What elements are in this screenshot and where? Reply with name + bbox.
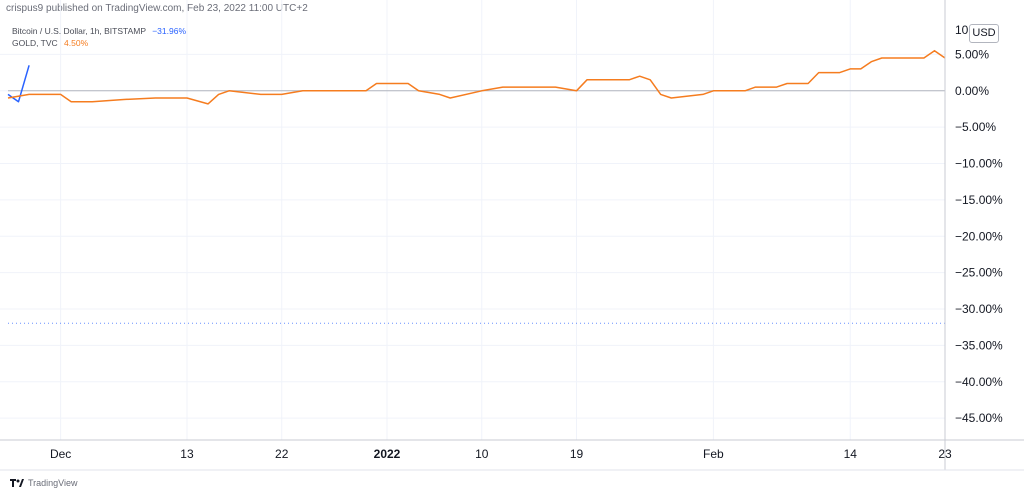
legend-gold-value: 4.50% (64, 38, 89, 48)
y-tick-label-5: −20.00% (955, 229, 1003, 243)
y-tick-label-8: −35.00% (955, 338, 1003, 352)
y-tick-label-7: −30.00% (955, 302, 1003, 316)
legend-btc-name: Bitcoin / U.S. Dollar, 1h, BITSTAMP (12, 26, 146, 36)
x-tick-label-6: Feb (703, 447, 724, 461)
currency-button[interactable]: USD (969, 24, 999, 43)
grid-lines (0, 0, 946, 440)
legend-item-gold[interactable]: GOLD, TVC 4.50% (12, 37, 186, 49)
x-tick-label-1: 13 (180, 447, 194, 461)
tradingview-logo-icon (10, 479, 24, 487)
x-tick-label-7: 14 (844, 447, 858, 461)
y-tick-label-3: −10.00% (955, 157, 1003, 171)
x-tick-label-4: 10 (475, 447, 489, 461)
legend: Bitcoin / U.S. Dollar, 1h, BITSTAMP −31.… (12, 25, 186, 49)
y-tick-label-0: 5.00% (955, 47, 989, 61)
y-tick-label-10: −45.00% (955, 411, 1003, 425)
zero-line-layer (8, 90, 945, 324)
x-tick-label-2: 22 (275, 447, 289, 461)
y-tick-label-6: −25.00% (955, 266, 1003, 280)
publisher-header: crispus9 published on TradingView.com, F… (6, 3, 308, 14)
y-tick-label-1: 0.00% (955, 84, 989, 98)
footer-brand-label: TradingView (28, 478, 78, 488)
series-layer (7, 49, 946, 105)
y-tick-label-9: −40.00% (955, 375, 1003, 389)
series-line-1[interactable] (7, 49, 946, 105)
footer-brand[interactable]: TradingView (10, 478, 78, 488)
x-tick-label-0: Dec (50, 447, 71, 461)
x-tick-label-5: 19 (570, 447, 584, 461)
legend-btc-value: −31.96% (152, 26, 187, 36)
x-tick-label-3: 2022 (374, 447, 401, 461)
y-tick-label-2: −5.00% (955, 120, 996, 134)
legend-gold-name: GOLD, TVC (12, 38, 58, 48)
legend-item-btc[interactable]: Bitcoin / U.S. Dollar, 1h, BITSTAMP −31.… (12, 25, 186, 37)
y-tick-label-4: −15.00% (955, 193, 1003, 207)
axis-layer: 5.00% 0.00% −5.00% −10.00% −15.00% −20.00% −25… (0, 0, 1024, 471)
